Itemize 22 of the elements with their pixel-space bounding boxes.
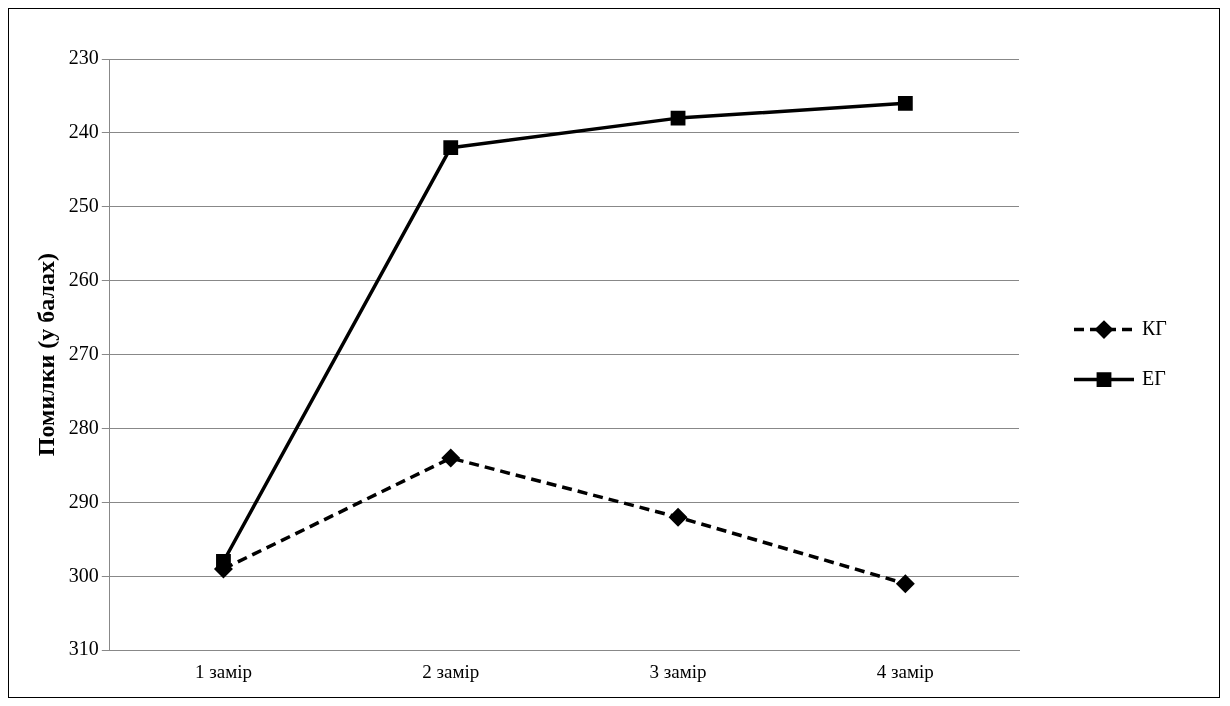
point bbox=[896, 574, 915, 593]
y-tick-label: 230 bbox=[68, 46, 99, 69]
legend-label: КГ bbox=[1142, 316, 1167, 339]
point bbox=[442, 449, 460, 467]
point bbox=[669, 508, 687, 526]
y-tick-label: 270 bbox=[68, 341, 99, 364]
y-tick-label: 300 bbox=[68, 563, 99, 586]
x-tick-label: 4 замір bbox=[876, 660, 934, 682]
y-tick-label: 260 bbox=[68, 267, 99, 290]
x-tick-label: 2 замір bbox=[422, 660, 480, 682]
point bbox=[670, 110, 686, 126]
x-tick-label: 1 замір bbox=[194, 660, 252, 682]
y-tick-label: 240 bbox=[68, 120, 99, 143]
y-tick-label: 310 bbox=[68, 637, 99, 660]
y-axis-title: Помилки (у балах) bbox=[32, 253, 59, 457]
y-tick-label: 280 bbox=[68, 415, 99, 438]
x-tick-label: 3 замір bbox=[649, 660, 707, 682]
legend-label: ЕГ bbox=[1142, 366, 1166, 389]
point bbox=[443, 140, 459, 156]
y-tick-label: 250 bbox=[68, 194, 99, 217]
point bbox=[897, 95, 913, 111]
y-tick-label: 290 bbox=[68, 489, 99, 512]
